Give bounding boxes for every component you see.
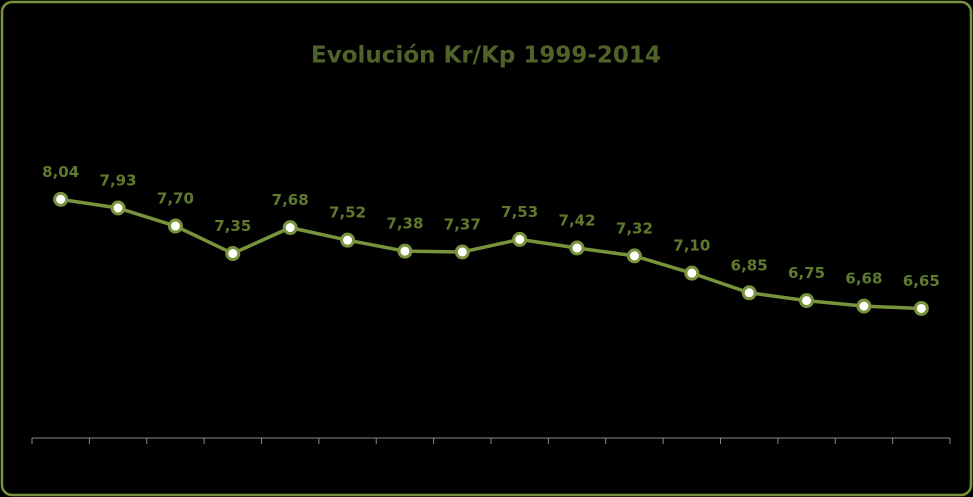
point <box>110 200 126 216</box>
point <box>512 231 528 247</box>
data-label: 7,53 <box>501 203 538 221</box>
point <box>856 298 872 314</box>
data-label: 6,75 <box>788 264 825 282</box>
point <box>799 293 815 309</box>
data-label: 7,93 <box>100 171 137 189</box>
data-label: 7,10 <box>673 237 710 255</box>
data-label: 7,52 <box>329 204 366 222</box>
data-label: 6,65 <box>903 272 940 290</box>
point <box>397 243 413 259</box>
data-label: 7,38 <box>386 215 423 233</box>
point <box>454 244 470 260</box>
chart-title: Evolución Kr/Kp 1999-2014 <box>311 43 661 69</box>
data-label: 7,68 <box>272 191 309 209</box>
point <box>53 191 69 207</box>
data-label: 7,35 <box>214 217 251 235</box>
point <box>741 285 757 301</box>
point <box>167 218 183 234</box>
line <box>60 197 922 311</box>
point <box>626 248 642 264</box>
point <box>340 232 356 248</box>
point <box>684 265 700 281</box>
point <box>225 246 241 262</box>
data-label: 7,32 <box>616 219 653 237</box>
data-label: 6,68 <box>845 270 882 288</box>
point <box>913 300 929 316</box>
data-label: 7,70 <box>157 190 194 208</box>
data-label: 8,04 <box>42 163 79 181</box>
data-label: 7,37 <box>444 215 481 233</box>
point <box>282 220 298 236</box>
data-label: 7,42 <box>559 212 596 230</box>
point <box>569 240 585 256</box>
data-label: 6,85 <box>731 256 768 274</box>
